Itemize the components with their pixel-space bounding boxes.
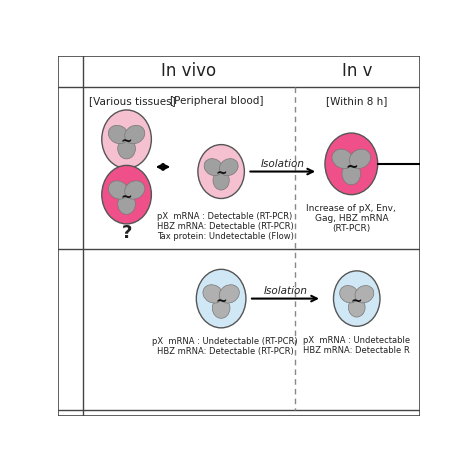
Text: ~: ~ — [215, 167, 227, 181]
Text: ~: ~ — [215, 295, 227, 309]
Text: Isolation: Isolation — [261, 159, 305, 169]
Text: Tax protein: Undetectable (Flow): Tax protein: Undetectable (Flow) — [156, 232, 293, 241]
Text: Increase of pX, Env,: Increase of pX, Env, — [306, 204, 396, 213]
Ellipse shape — [198, 145, 244, 198]
Ellipse shape — [118, 194, 135, 214]
Text: (RT-PCR): (RT-PCR) — [332, 224, 370, 233]
Text: pX  mRNA : Detectable (RT-PCR): pX mRNA : Detectable (RT-PCR) — [157, 212, 293, 220]
Ellipse shape — [102, 165, 151, 224]
Text: pX  mRNA : Undetectable (RT-PCR): pX mRNA : Undetectable (RT-PCR) — [152, 337, 298, 346]
Ellipse shape — [340, 285, 359, 303]
Text: Gag, HBZ mRNA: Gag, HBZ mRNA — [314, 214, 388, 223]
Ellipse shape — [196, 269, 246, 328]
Ellipse shape — [102, 110, 151, 169]
Ellipse shape — [355, 285, 374, 303]
Text: In vivo: In vivo — [162, 63, 217, 80]
Ellipse shape — [348, 297, 365, 317]
Text: ?: ? — [121, 224, 132, 242]
Text: In v: In v — [342, 63, 373, 80]
Ellipse shape — [333, 271, 380, 326]
Text: [Within 8 h]: [Within 8 h] — [326, 96, 388, 106]
Text: pX  mRNA : Undetectable: pX mRNA : Undetectable — [303, 336, 410, 345]
Ellipse shape — [125, 181, 145, 199]
Ellipse shape — [204, 159, 223, 176]
Text: ~: ~ — [121, 135, 132, 149]
Ellipse shape — [219, 285, 239, 303]
Ellipse shape — [342, 163, 361, 185]
Ellipse shape — [219, 159, 238, 176]
Ellipse shape — [118, 138, 135, 159]
Text: HBZ mRNA: Detectable (RT-PCR): HBZ mRNA: Detectable (RT-PCR) — [156, 347, 293, 356]
Ellipse shape — [203, 285, 223, 303]
Text: ~: ~ — [351, 294, 362, 308]
Text: HBZ mRNA: Detectable (RT-PCR): HBZ mRNA: Detectable (RT-PCR) — [156, 221, 293, 231]
Ellipse shape — [332, 149, 354, 169]
Text: HBZ mRNA: Detectable R: HBZ mRNA: Detectable R — [304, 346, 410, 354]
Ellipse shape — [325, 133, 378, 195]
Ellipse shape — [108, 181, 128, 199]
Ellipse shape — [213, 170, 229, 190]
Text: [Peripheral blood]: [Peripheral blood] — [170, 96, 264, 106]
Ellipse shape — [349, 149, 371, 169]
Text: ~: ~ — [121, 191, 132, 205]
Ellipse shape — [125, 125, 145, 144]
Text: Isolation: Isolation — [263, 286, 307, 296]
Text: [Various tissues]: [Various tissues] — [89, 96, 176, 106]
Text: ~: ~ — [345, 159, 358, 174]
Ellipse shape — [108, 125, 128, 144]
Ellipse shape — [212, 297, 230, 318]
